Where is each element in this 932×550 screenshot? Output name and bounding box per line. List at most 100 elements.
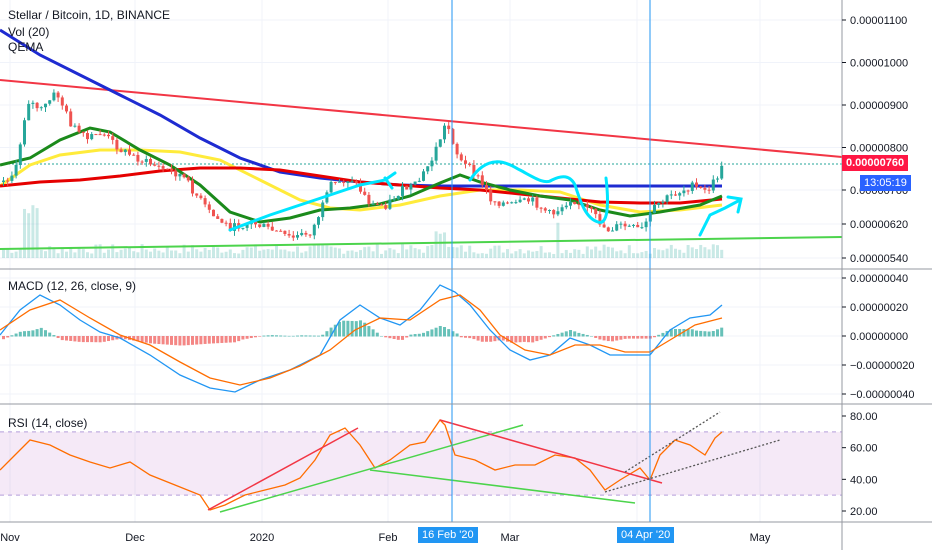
volume-bar bbox=[459, 245, 463, 258]
candle-body bbox=[287, 233, 291, 236]
candle-body bbox=[27, 103, 31, 121]
macd-histogram-bar bbox=[527, 336, 530, 343]
candle-body bbox=[396, 195, 400, 200]
candle-body bbox=[615, 224, 619, 231]
candle-body bbox=[220, 218, 224, 223]
macd-histogram-bar bbox=[577, 332, 581, 337]
macd-label[interactable]: MACD (12, 26, close, 9) bbox=[8, 279, 137, 293]
candle-body bbox=[195, 193, 199, 196]
macd-histogram-bar bbox=[690, 329, 694, 337]
candle-body bbox=[627, 225, 631, 227]
volume-bar bbox=[472, 252, 476, 258]
candle-body bbox=[6, 180, 10, 182]
macd-histogram-bar bbox=[296, 335, 299, 337]
candle-body bbox=[644, 221, 648, 228]
candle-body bbox=[707, 189, 711, 191]
candle-body bbox=[438, 139, 442, 147]
candle-body bbox=[245, 224, 249, 228]
candle-body bbox=[669, 194, 673, 196]
user-drawings bbox=[228, 160, 743, 237]
macd-histogram-bar bbox=[632, 336, 635, 339]
candle-body bbox=[291, 235, 295, 238]
candle-body bbox=[115, 139, 119, 150]
macd-histogram-bar bbox=[375, 332, 379, 337]
candle-body bbox=[296, 235, 299, 238]
volume-bar bbox=[182, 244, 186, 258]
volume-bar bbox=[371, 251, 375, 258]
candle-body bbox=[577, 204, 581, 206]
rsi-label[interactable]: RSI (14, close) bbox=[8, 416, 88, 430]
volume-bar bbox=[480, 253, 484, 258]
candle-body bbox=[476, 175, 480, 177]
macd-histogram-bar bbox=[39, 327, 43, 337]
macd-histogram-bar bbox=[602, 336, 606, 341]
candle-body bbox=[401, 185, 404, 196]
volume-bar bbox=[279, 249, 283, 258]
macd-histogram-bar bbox=[686, 329, 690, 337]
macd-histogram-bar bbox=[283, 335, 287, 337]
macd-histogram-bar bbox=[720, 327, 724, 337]
candle-body bbox=[422, 171, 425, 181]
macd-tick-label: −0.00000040 bbox=[850, 389, 915, 401]
vol-indicator-label[interactable]: Vol (20) bbox=[8, 25, 50, 39]
volume-bar bbox=[552, 253, 556, 258]
candle-body bbox=[573, 201, 577, 205]
macd-histogram-bar bbox=[678, 329, 682, 337]
macd-histogram-bar bbox=[86, 336, 89, 343]
rsi-tick-label: 80.00 bbox=[850, 411, 878, 423]
volume-bar bbox=[136, 252, 140, 258]
qema-indicator-label[interactable]: QEMA bbox=[8, 40, 44, 54]
macd-histogram-bar bbox=[195, 336, 199, 345]
macd-histogram-bar bbox=[480, 336, 484, 342]
volume-bar bbox=[585, 246, 589, 258]
candle-body bbox=[199, 195, 203, 199]
volume-bar bbox=[73, 252, 77, 258]
volume-bar bbox=[665, 248, 669, 258]
rsi-tick-label: 20.00 bbox=[850, 506, 878, 518]
volume-bar bbox=[598, 250, 602, 258]
macd-histogram-bar bbox=[531, 336, 535, 343]
candle-body bbox=[191, 180, 194, 194]
volume-bar bbox=[615, 251, 619, 258]
candle-body bbox=[716, 178, 719, 180]
volume-bar bbox=[161, 252, 165, 258]
trendlines bbox=[0, 79, 843, 250]
macd-histogram-bar bbox=[329, 327, 333, 337]
candle-body bbox=[342, 181, 346, 184]
volume-bar bbox=[270, 249, 274, 258]
macd-histogram-bar bbox=[556, 333, 560, 337]
volume-bar bbox=[501, 252, 505, 258]
volume-bar bbox=[153, 248, 157, 258]
volume-bar bbox=[220, 252, 224, 258]
candle-body bbox=[321, 202, 325, 218]
macd-histogram-bar bbox=[489, 336, 493, 342]
macd-histogram-bar bbox=[270, 335, 274, 337]
candle-body bbox=[174, 170, 178, 177]
macd-histogram-bar bbox=[14, 333, 18, 337]
macd-histogram-bar bbox=[191, 336, 194, 345]
candle-body bbox=[468, 163, 472, 166]
volume-bar bbox=[699, 244, 703, 258]
macd-histogram-bar bbox=[627, 336, 631, 339]
candle-body bbox=[506, 202, 509, 204]
candle-body bbox=[711, 179, 715, 191]
green-moving-average bbox=[0, 126, 723, 224]
candle-body bbox=[300, 232, 304, 236]
candle-body bbox=[107, 134, 110, 137]
macd-histogram-bar bbox=[153, 336, 157, 344]
volume-bar bbox=[720, 249, 724, 258]
candle-body bbox=[501, 202, 505, 206]
volume-bar bbox=[430, 245, 434, 258]
macd-histogram-bar bbox=[199, 336, 203, 345]
macd-histogram-bar bbox=[6, 336, 10, 338]
macd-histogram-bar bbox=[472, 336, 476, 340]
candle-body bbox=[266, 223, 270, 227]
candle-body bbox=[111, 136, 115, 140]
volume-bar bbox=[447, 246, 451, 258]
volume-bar bbox=[27, 213, 31, 258]
candle-body bbox=[606, 227, 610, 232]
volume-bar bbox=[711, 244, 715, 258]
macd-tick-label: −0.00000020 bbox=[850, 360, 915, 372]
candle-body bbox=[119, 149, 123, 153]
